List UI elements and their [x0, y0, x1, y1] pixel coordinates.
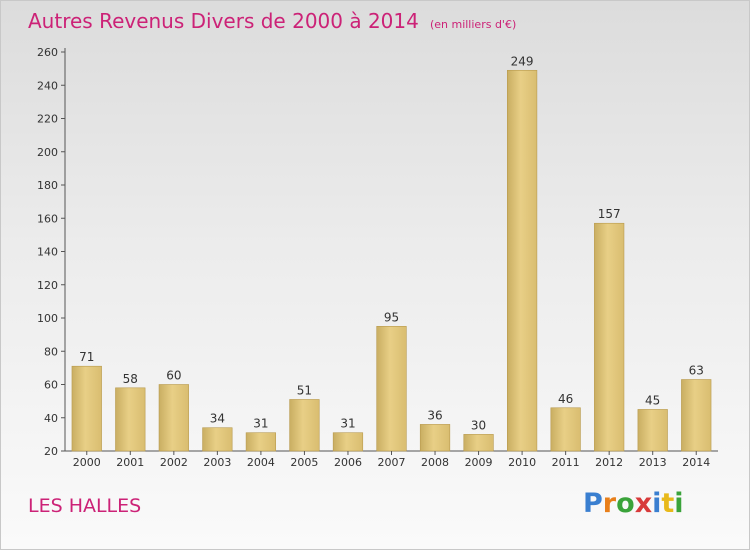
- logo-letter: x: [634, 488, 653, 519]
- y-tick-label: 100: [37, 312, 58, 325]
- y-tick-label: 160: [37, 212, 58, 225]
- chart-title: Autres Revenus Divers de 2000 à 2014: [28, 9, 419, 33]
- proxiti-logo: Proxiti: [583, 488, 684, 519]
- y-tick-label: 260: [37, 46, 58, 59]
- logo-letter: r: [602, 488, 617, 519]
- x-tick-label: 2002: [160, 456, 188, 469]
- y-tick-label: 120: [37, 279, 58, 292]
- y-tick-label: 80: [44, 345, 58, 358]
- bar: [419, 424, 451, 452]
- data-label: 157: [598, 207, 621, 221]
- data-label: 51: [297, 383, 312, 397]
- bar: [463, 434, 494, 452]
- bar: [550, 407, 581, 452]
- x-tick-label: 2010: [508, 456, 536, 469]
- x-tick-label: 2014: [682, 456, 710, 469]
- data-label: 31: [253, 417, 268, 431]
- bar: [376, 326, 407, 452]
- data-label: 60: [166, 369, 181, 383]
- y-tick-label: 20: [44, 445, 58, 458]
- x-tick-label: 2011: [552, 456, 580, 469]
- data-label: 63: [689, 364, 704, 378]
- logo-letter: o: [616, 488, 635, 519]
- y-tick-label: 220: [37, 113, 58, 126]
- y-tick-label: 200: [37, 146, 58, 159]
- bar: [289, 399, 320, 452]
- bar: [594, 222, 625, 452]
- logo-letter: i: [674, 488, 684, 519]
- bar: [115, 387, 146, 452]
- bar: [681, 379, 712, 452]
- x-tick-label: 2004: [247, 456, 275, 469]
- logo-letter: t: [661, 488, 675, 519]
- x-tick-label: 2003: [203, 456, 231, 469]
- y-tick-label: 180: [37, 179, 58, 192]
- data-label: 95: [384, 310, 399, 324]
- x-tick-label: 2008: [421, 456, 449, 469]
- x-tick-label: 2006: [334, 456, 362, 469]
- y-tick-label: 60: [44, 379, 58, 392]
- x-tick-label: 2012: [595, 456, 623, 469]
- x-tick-label: 2000: [73, 456, 101, 469]
- location-label: LES HALLES: [28, 495, 142, 517]
- chart-title-block: Autres Revenus Divers de 2000 à 2014 (en…: [28, 9, 516, 33]
- bar: [245, 432, 277, 452]
- bar: [71, 365, 102, 452]
- data-label: 46: [558, 392, 573, 406]
- chart-subtitle: (en milliers d'€): [429, 18, 517, 31]
- logo-letter: P: [583, 488, 603, 519]
- data-label: 58: [123, 372, 138, 386]
- y-tick-label: 40: [44, 412, 58, 425]
- data-label: 31: [340, 417, 355, 431]
- data-label: 34: [210, 412, 225, 426]
- bar: [158, 384, 189, 452]
- bar: [332, 432, 364, 452]
- x-tick-label: 2005: [290, 456, 318, 469]
- x-tick-label: 2009: [465, 456, 493, 469]
- bar: [202, 427, 233, 452]
- y-tick-label: 240: [37, 79, 58, 92]
- data-label: 36: [427, 408, 442, 422]
- x-tick-label: 2001: [116, 456, 144, 469]
- bar: [637, 409, 668, 452]
- x-tick-label: 2007: [378, 456, 406, 469]
- data-label: 30: [471, 418, 486, 432]
- y-tick-label: 140: [37, 246, 58, 259]
- data-label: 249: [511, 54, 534, 68]
- x-tick-label: 2013: [639, 456, 667, 469]
- data-label: 71: [79, 350, 94, 364]
- data-label: 45: [645, 393, 660, 407]
- logo-letter: i: [652, 488, 662, 519]
- bar: [506, 69, 538, 452]
